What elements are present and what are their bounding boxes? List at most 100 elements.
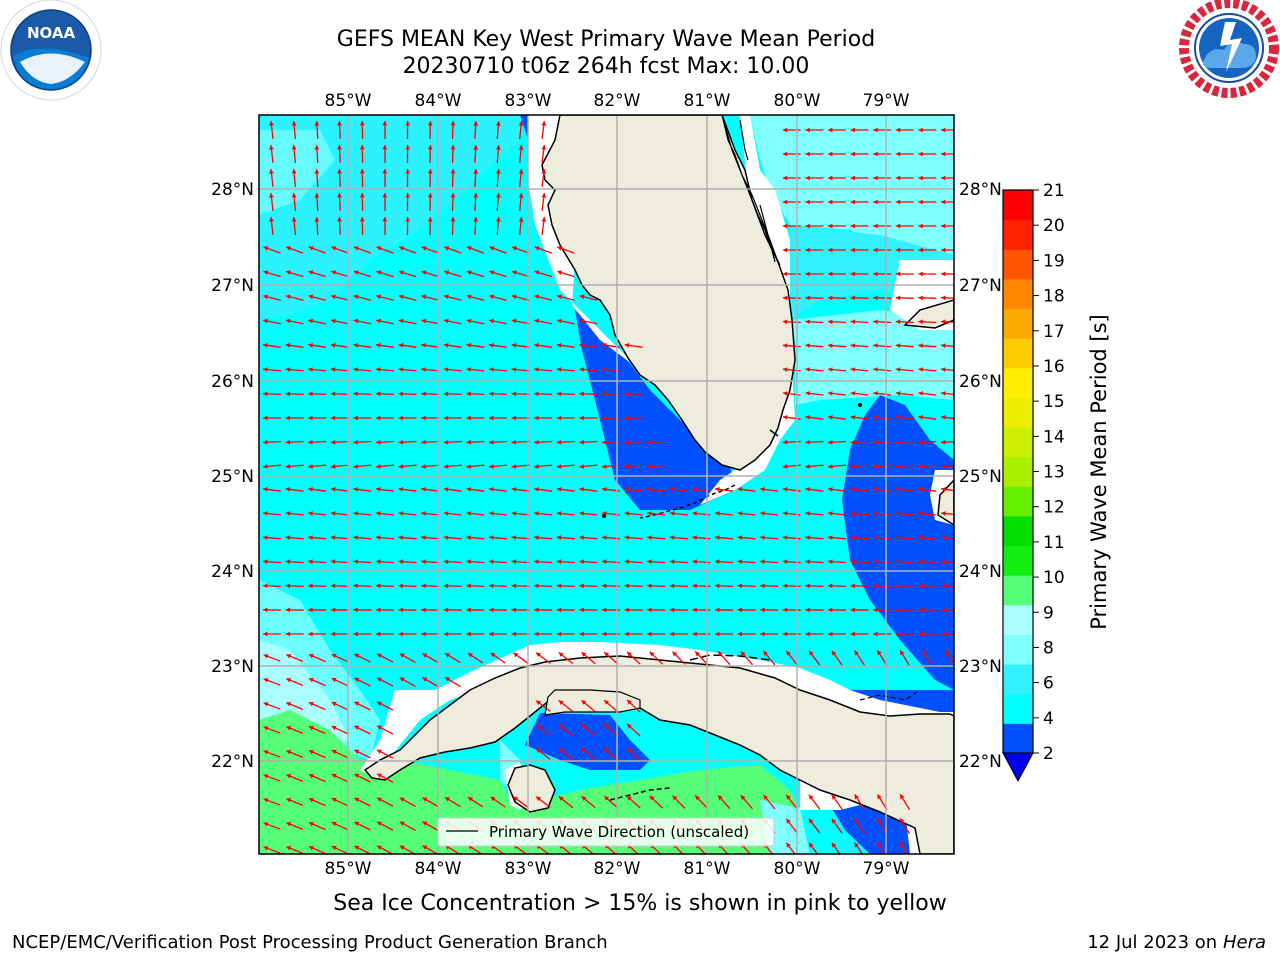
wave-arrow-head — [399, 677, 405, 682]
wave-arrow-head — [308, 535, 313, 540]
wave-arrow-head — [359, 169, 365, 174]
wave-arrow-head — [581, 724, 587, 729]
wave-arrow-head — [354, 725, 360, 731]
wave-arrow-head — [760, 631, 765, 637]
wave-arrow-head — [359, 193, 365, 198]
wave-arrow-head — [877, 842, 882, 848]
wave-arrow-head — [398, 631, 403, 637]
wave-arrow-head — [873, 631, 878, 637]
wave-arrow-head — [331, 653, 337, 659]
wave-arrow-head — [331, 701, 337, 707]
wave-arrow-head — [354, 701, 360, 707]
lon-label: 82°W — [594, 91, 641, 111]
lon-label: 81°W — [684, 91, 731, 111]
wave-arrow-head — [377, 701, 382, 706]
wave-arrow-head — [511, 415, 516, 421]
wave-arrow-head — [285, 559, 291, 565]
wave-arrow-head — [511, 464, 517, 469]
wave-arrow-head — [715, 583, 720, 589]
wave-arrow-head — [473, 121, 479, 126]
wave-arrow-head — [602, 487, 607, 492]
colorbar-swatch — [1003, 219, 1033, 250]
wave-arrow-head — [740, 795, 746, 801]
wave-arrow-head — [534, 583, 539, 589]
wave-arrow-head — [489, 342, 494, 348]
wave-arrow-head — [579, 367, 584, 372]
wave-arrow-head — [941, 367, 946, 372]
lat-labels-right: 28°N 27°N 26°N 25°N 24°N 23°N 22°N — [959, 180, 1002, 772]
wave-arrow-head — [331, 821, 337, 827]
wave-arrow-head — [669, 631, 675, 637]
colorbar-swatch — [1003, 308, 1033, 339]
wave-arrow-head — [763, 651, 769, 656]
colorbar-swatch — [1003, 249, 1033, 280]
wave-arrow-head — [850, 607, 856, 613]
wave-arrow-head — [473, 217, 479, 222]
wave-arrow-head — [669, 607, 675, 613]
wave-arrow-head — [941, 535, 946, 540]
wave-arrow-head — [805, 151, 810, 157]
wave-arrow-head — [647, 487, 652, 492]
wave-arrow-head — [556, 439, 562, 445]
wave-arrow-head — [850, 175, 855, 181]
wave-arrow-head — [918, 464, 924, 469]
wave-arrow-head — [850, 487, 856, 492]
wave-arrow-head — [427, 145, 433, 150]
wave-arrow-head — [895, 199, 901, 205]
wave-arrow-head — [941, 391, 946, 396]
wave-arrow-head — [513, 796, 519, 802]
wave-arrow-head — [873, 391, 878, 396]
wave-arrow-head — [786, 794, 791, 800]
wave-arrow-head — [941, 487, 946, 492]
wave-arrow-head — [941, 151, 946, 157]
wave-arrow-head — [285, 464, 291, 469]
wave-arrow-head — [831, 794, 837, 800]
wave-arrow-head — [850, 319, 856, 325]
wave-arrow-head — [579, 342, 585, 348]
wave-arrow-head — [828, 391, 833, 396]
wave-arrow-head — [534, 415, 539, 421]
wave-arrow-head — [353, 246, 359, 251]
wave-arrow-head — [782, 631, 788, 637]
wave-arrow-head — [269, 121, 274, 126]
wave-arrow-head — [376, 487, 381, 492]
colorbar-extend-triangle — [1002, 752, 1034, 783]
wave-arrow-head — [376, 464, 381, 469]
wave-arrow-head — [581, 748, 587, 753]
wave-arrow-head — [895, 487, 901, 492]
wave-arrow-head — [421, 631, 426, 637]
wave-arrow-head — [466, 511, 472, 516]
wave-arrow-head — [353, 342, 359, 348]
wave-arrow-head — [740, 651, 746, 657]
wave-arrow-head — [421, 583, 426, 589]
wave-arrow-head — [536, 652, 541, 658]
wave-arrow-head — [291, 121, 297, 126]
wave-arrow-head — [421, 294, 427, 300]
wave-arrow-head — [805, 175, 810, 181]
wave-arrow-head — [558, 748, 564, 753]
wave-arrow-head — [895, 631, 901, 637]
wave-arrow-head — [782, 583, 788, 589]
wave-arrow-head — [900, 842, 905, 848]
colorbar-label: Primary Wave Mean Period [s] — [1087, 314, 1111, 630]
wave-arrow-head — [511, 439, 517, 445]
wave-arrow-head — [285, 318, 291, 324]
wave-arrow-head — [466, 487, 472, 492]
wave-arrow-head — [398, 511, 404, 516]
wave-arrow-head — [918, 319, 923, 325]
wave-arrow-head — [877, 818, 882, 824]
lon-label: 80°W — [774, 859, 821, 879]
wave-arrow-head — [805, 319, 810, 325]
wave-arrow-head — [263, 654, 269, 659]
wave-arrow-head — [556, 487, 562, 492]
wave-arrow-head — [377, 797, 382, 802]
wave-arrow-head — [427, 193, 433, 198]
wave-arrow-head — [376, 294, 382, 300]
wave-arrow-head — [541, 217, 547, 222]
wave-arrow-head — [895, 439, 901, 445]
wave-arrow-head — [376, 535, 381, 540]
wave-arrow-head — [353, 439, 358, 445]
wave-arrow-head — [337, 217, 342, 222]
wave-arrow-head — [330, 367, 336, 372]
wave-arrow-head — [805, 367, 810, 372]
